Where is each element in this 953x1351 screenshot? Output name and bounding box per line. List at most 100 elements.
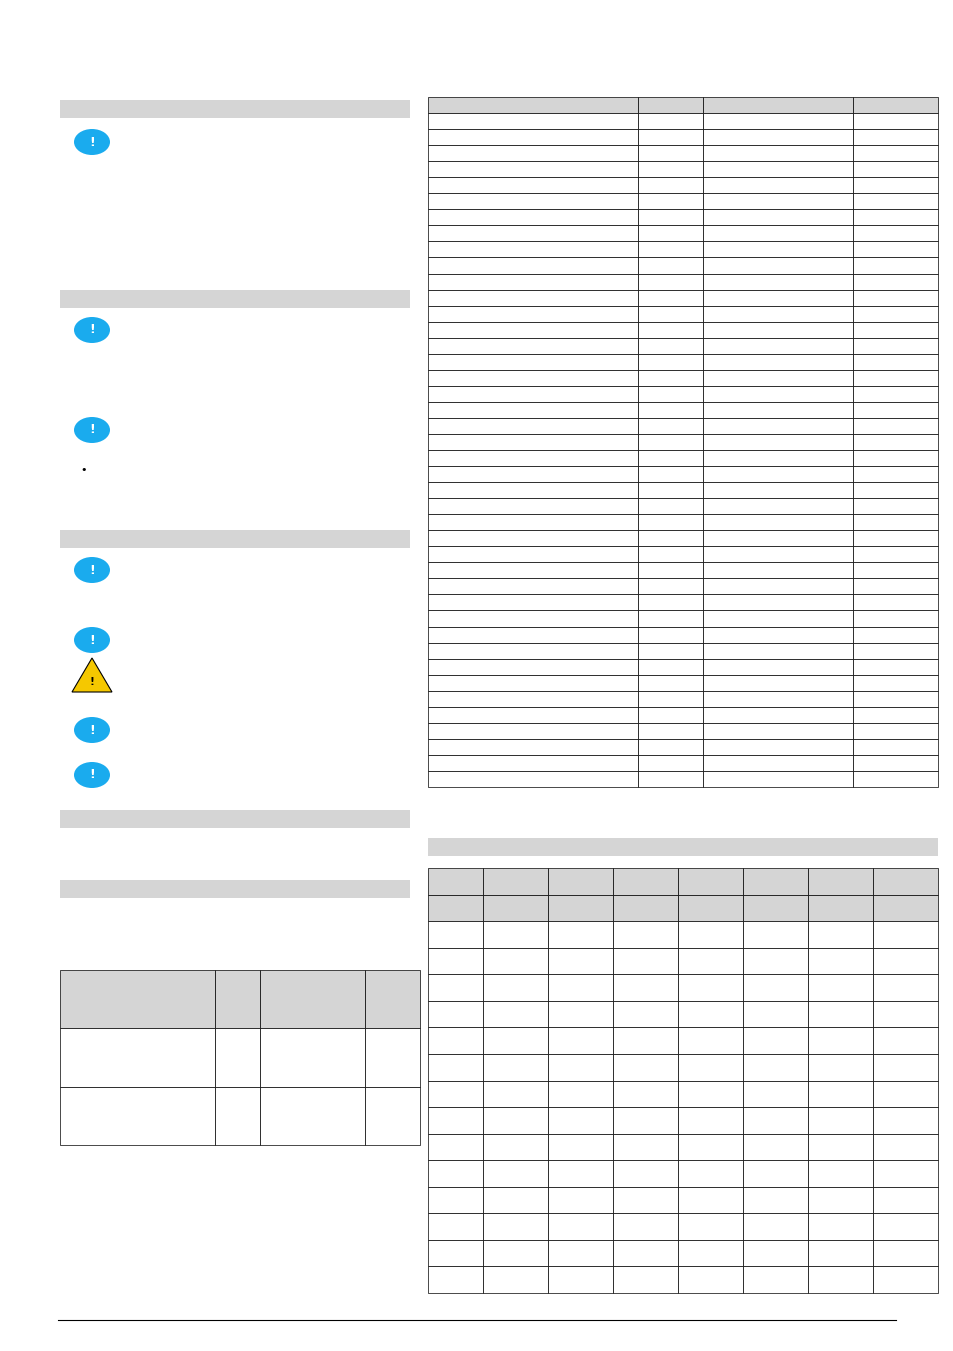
FancyBboxPatch shape [428,894,482,921]
FancyBboxPatch shape [638,562,702,578]
FancyBboxPatch shape [482,974,547,1001]
FancyBboxPatch shape [852,499,937,515]
FancyBboxPatch shape [852,466,937,482]
FancyBboxPatch shape [428,515,638,530]
FancyBboxPatch shape [702,546,852,562]
FancyBboxPatch shape [702,482,852,499]
FancyBboxPatch shape [428,611,638,627]
FancyBboxPatch shape [547,867,613,894]
Polygon shape [71,658,112,692]
FancyBboxPatch shape [428,867,482,894]
FancyBboxPatch shape [702,386,852,401]
FancyBboxPatch shape [428,305,638,322]
FancyBboxPatch shape [852,161,937,177]
FancyBboxPatch shape [428,1266,482,1293]
FancyBboxPatch shape [428,322,638,338]
FancyBboxPatch shape [60,1086,214,1146]
FancyBboxPatch shape [702,450,852,466]
FancyBboxPatch shape [638,707,702,723]
Ellipse shape [74,128,110,155]
FancyBboxPatch shape [428,145,638,161]
FancyBboxPatch shape [613,1266,678,1293]
FancyBboxPatch shape [638,113,702,130]
FancyBboxPatch shape [852,674,937,690]
FancyBboxPatch shape [852,242,937,258]
FancyBboxPatch shape [613,947,678,974]
FancyBboxPatch shape [852,562,937,578]
FancyBboxPatch shape [702,674,852,690]
FancyBboxPatch shape [742,1213,807,1240]
FancyBboxPatch shape [852,177,937,193]
FancyBboxPatch shape [638,258,702,273]
FancyBboxPatch shape [678,974,742,1001]
FancyBboxPatch shape [702,305,852,322]
FancyBboxPatch shape [807,947,872,974]
FancyBboxPatch shape [702,739,852,755]
Text: !: ! [89,423,94,436]
FancyBboxPatch shape [872,894,937,921]
FancyBboxPatch shape [547,1186,613,1213]
FancyBboxPatch shape [678,1054,742,1081]
FancyBboxPatch shape [702,370,852,386]
FancyBboxPatch shape [742,1133,807,1161]
FancyBboxPatch shape [872,1027,937,1054]
FancyBboxPatch shape [638,643,702,659]
FancyBboxPatch shape [613,867,678,894]
FancyBboxPatch shape [872,1133,937,1161]
FancyBboxPatch shape [428,401,638,417]
FancyBboxPatch shape [428,1186,482,1213]
Ellipse shape [74,317,110,343]
FancyBboxPatch shape [482,1001,547,1027]
FancyBboxPatch shape [872,1054,937,1081]
FancyBboxPatch shape [428,1213,482,1240]
FancyBboxPatch shape [702,289,852,305]
FancyBboxPatch shape [702,578,852,594]
FancyBboxPatch shape [428,242,638,258]
FancyBboxPatch shape [428,386,638,401]
FancyBboxPatch shape [214,1028,260,1086]
FancyBboxPatch shape [702,659,852,674]
FancyBboxPatch shape [428,161,638,177]
FancyBboxPatch shape [702,338,852,354]
FancyBboxPatch shape [807,921,872,947]
FancyBboxPatch shape [807,1213,872,1240]
FancyBboxPatch shape [428,921,482,947]
FancyBboxPatch shape [852,739,937,755]
FancyBboxPatch shape [872,974,937,1001]
FancyBboxPatch shape [428,578,638,594]
FancyBboxPatch shape [807,974,872,1001]
FancyBboxPatch shape [547,1081,613,1106]
FancyBboxPatch shape [482,921,547,947]
FancyBboxPatch shape [638,578,702,594]
FancyBboxPatch shape [428,674,638,690]
FancyBboxPatch shape [702,499,852,515]
FancyBboxPatch shape [852,594,937,611]
FancyBboxPatch shape [613,974,678,1001]
FancyBboxPatch shape [852,723,937,739]
FancyBboxPatch shape [852,273,937,289]
FancyBboxPatch shape [428,354,638,370]
FancyBboxPatch shape [678,894,742,921]
FancyBboxPatch shape [428,1240,482,1266]
FancyBboxPatch shape [872,1266,937,1293]
FancyBboxPatch shape [702,723,852,739]
FancyBboxPatch shape [742,947,807,974]
FancyBboxPatch shape [482,1106,547,1133]
FancyBboxPatch shape [428,289,638,305]
FancyBboxPatch shape [852,450,937,466]
FancyBboxPatch shape [613,921,678,947]
FancyBboxPatch shape [702,771,852,788]
FancyBboxPatch shape [613,1081,678,1106]
FancyBboxPatch shape [852,354,937,370]
FancyBboxPatch shape [702,530,852,546]
FancyBboxPatch shape [852,707,937,723]
FancyBboxPatch shape [60,970,214,1028]
FancyBboxPatch shape [678,921,742,947]
FancyBboxPatch shape [482,1186,547,1213]
FancyBboxPatch shape [613,1186,678,1213]
FancyBboxPatch shape [872,867,937,894]
FancyBboxPatch shape [638,354,702,370]
FancyBboxPatch shape [214,1086,260,1146]
FancyBboxPatch shape [702,97,852,113]
FancyBboxPatch shape [742,1186,807,1213]
